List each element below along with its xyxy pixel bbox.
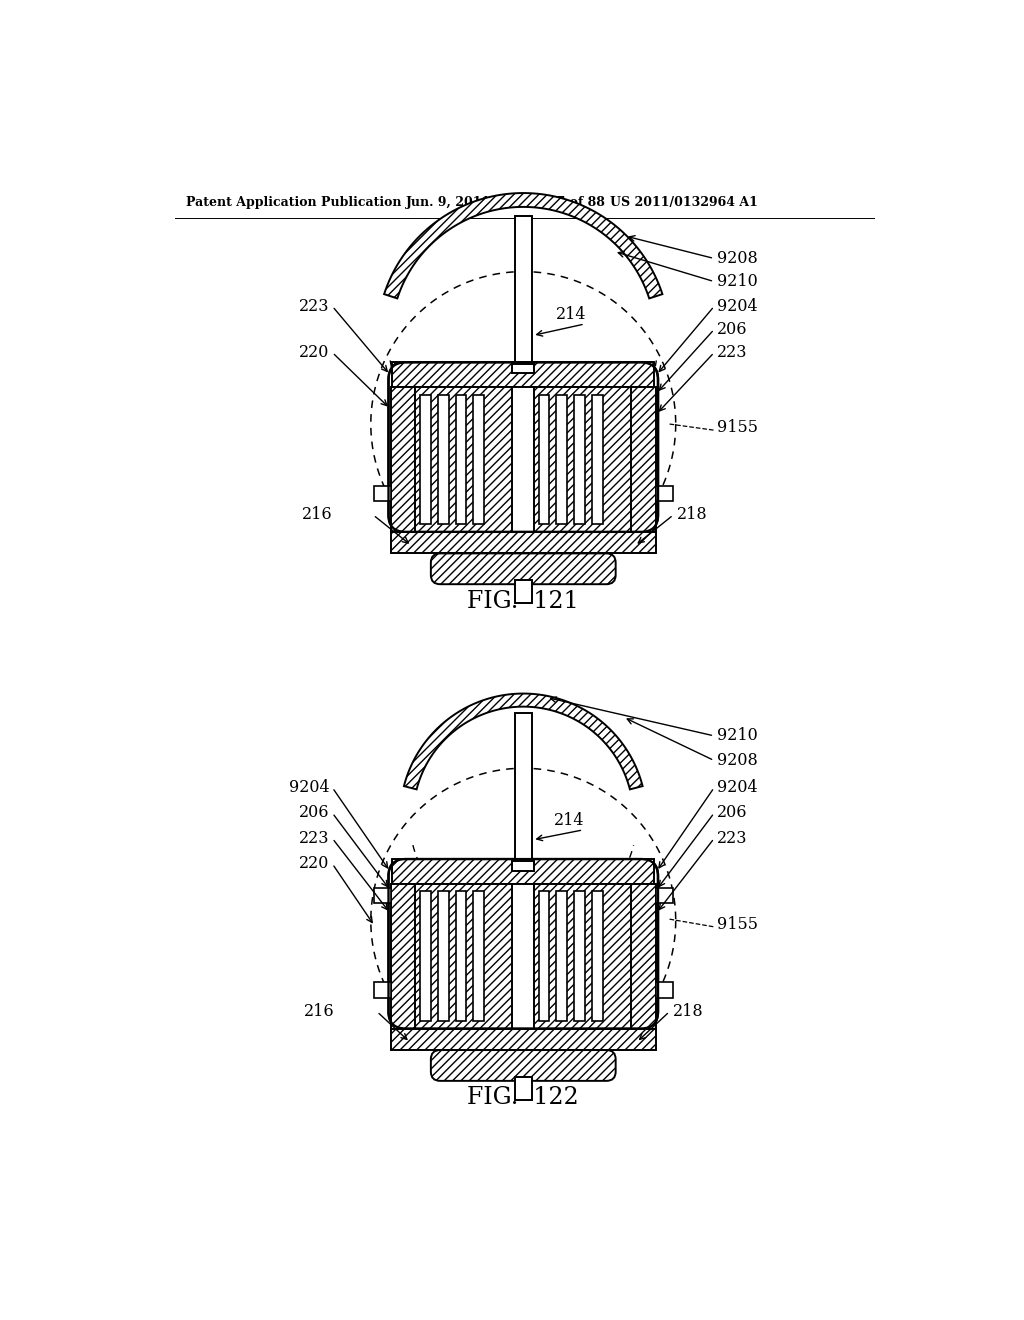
Bar xyxy=(374,486,391,502)
Text: 9204: 9204 xyxy=(717,298,758,314)
Bar xyxy=(374,887,391,903)
Text: 223: 223 xyxy=(299,298,330,314)
Text: 214: 214 xyxy=(556,306,586,323)
Text: 223: 223 xyxy=(299,830,330,847)
Text: 9208: 9208 xyxy=(717,249,758,267)
Polygon shape xyxy=(384,193,663,298)
Bar xyxy=(574,395,585,524)
Text: FIG.  122: FIG. 122 xyxy=(467,1086,580,1109)
Text: 9204: 9204 xyxy=(717,779,758,796)
Bar xyxy=(512,884,535,1028)
Bar xyxy=(438,395,449,524)
Bar xyxy=(391,1028,655,1051)
Bar xyxy=(392,859,654,884)
Text: 220: 220 xyxy=(299,855,330,873)
Bar xyxy=(512,364,535,374)
Text: 223: 223 xyxy=(717,345,748,360)
Text: 9155: 9155 xyxy=(717,420,759,437)
Text: 214: 214 xyxy=(554,812,585,829)
Text: 216: 216 xyxy=(304,1003,335,1020)
Bar xyxy=(392,363,654,387)
Bar xyxy=(556,891,567,1020)
FancyBboxPatch shape xyxy=(431,1051,615,1081)
Text: Jun. 9, 2011   Sheet 77 of 88: Jun. 9, 2011 Sheet 77 of 88 xyxy=(407,197,606,209)
Bar xyxy=(539,395,550,524)
Text: 9210: 9210 xyxy=(717,727,758,744)
Bar xyxy=(592,891,602,1020)
Bar xyxy=(655,982,673,998)
Bar xyxy=(391,387,418,532)
Bar xyxy=(515,216,531,363)
Bar xyxy=(416,387,631,532)
Text: 206: 206 xyxy=(717,321,748,338)
Bar xyxy=(438,891,449,1020)
Bar xyxy=(374,982,391,998)
Text: 218: 218 xyxy=(674,1003,705,1020)
FancyBboxPatch shape xyxy=(388,363,658,532)
Bar xyxy=(456,891,466,1020)
Bar xyxy=(456,395,466,524)
Text: 9208: 9208 xyxy=(717,752,758,770)
Bar xyxy=(592,395,602,524)
FancyBboxPatch shape xyxy=(431,553,615,585)
Polygon shape xyxy=(403,693,643,789)
Text: 220: 220 xyxy=(299,345,330,360)
Bar xyxy=(473,395,484,524)
Bar xyxy=(420,395,431,524)
Bar xyxy=(655,887,673,903)
Bar xyxy=(515,581,531,603)
Text: US 2011/0132964 A1: US 2011/0132964 A1 xyxy=(609,197,758,209)
Text: FIG.  121: FIG. 121 xyxy=(467,590,580,612)
Bar xyxy=(556,395,567,524)
Text: 218: 218 xyxy=(677,507,708,524)
Text: 206: 206 xyxy=(717,804,748,821)
Bar xyxy=(515,1077,531,1100)
Bar xyxy=(629,884,655,1028)
Text: 206: 206 xyxy=(299,804,330,821)
Bar xyxy=(629,387,655,532)
Text: 216: 216 xyxy=(302,507,333,524)
Text: 223: 223 xyxy=(717,830,748,847)
Bar xyxy=(512,387,535,532)
Bar xyxy=(420,891,431,1020)
Bar xyxy=(416,884,631,1028)
Bar xyxy=(512,861,535,871)
Bar xyxy=(655,486,673,502)
Text: 9204: 9204 xyxy=(289,779,330,796)
Bar xyxy=(574,891,585,1020)
FancyBboxPatch shape xyxy=(388,859,658,1028)
Bar xyxy=(473,891,484,1020)
Text: 9210: 9210 xyxy=(717,273,758,290)
Text: 9155: 9155 xyxy=(717,916,759,933)
Bar xyxy=(515,713,531,859)
Bar xyxy=(391,532,655,553)
Bar xyxy=(391,884,418,1028)
Bar xyxy=(539,891,550,1020)
Text: Patent Application Publication: Patent Application Publication xyxy=(186,197,401,209)
